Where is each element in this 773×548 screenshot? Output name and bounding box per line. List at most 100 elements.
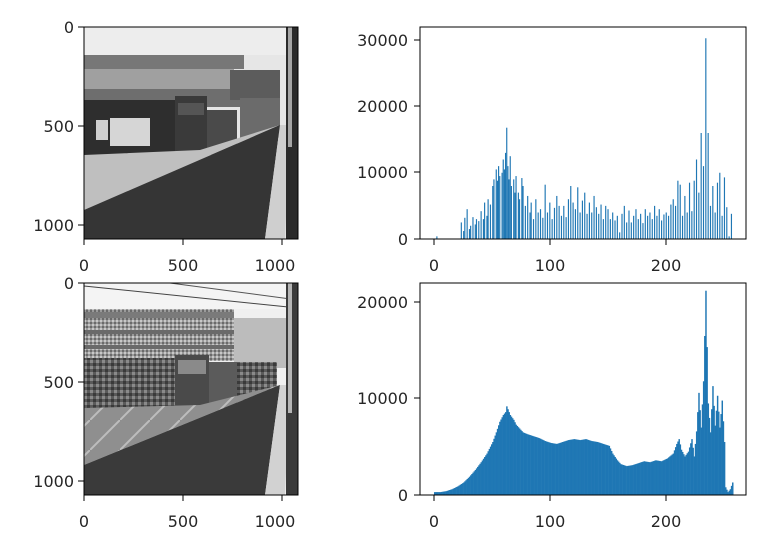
y-tick-label: 20000 [357, 97, 408, 116]
histogram-bar [627, 465, 629, 495]
histogram-bar [478, 221, 480, 239]
histogram-bar [728, 236, 730, 239]
histogram-bar [474, 224, 476, 239]
histogram-bar [711, 409, 713, 495]
histogram-bar [549, 442, 551, 495]
histogram-bar [543, 440, 545, 495]
histogram-bar [605, 444, 607, 495]
histogram-bar [436, 492, 438, 495]
histogram-bar [586, 439, 588, 495]
image-top-y-ticks: 0 500 1000 [33, 18, 84, 235]
histogram-bar [720, 414, 722, 495]
histogram-bar [524, 433, 527, 495]
histogram-bar [732, 482, 734, 495]
histogram-bar [644, 461, 647, 495]
histogram-bar [535, 199, 537, 239]
y-tick-label: 10000 [357, 163, 408, 182]
histogram-bar [502, 159, 504, 239]
histogram-bar [633, 464, 635, 495]
histogram-bar [580, 439, 583, 495]
histogram-bar [635, 463, 637, 495]
histogram-bar [544, 441, 547, 495]
histogram-bar [609, 219, 611, 240]
histogram-bar [624, 465, 627, 495]
histogram-bar [620, 464, 622, 495]
histogram-bar [661, 461, 663, 495]
histogram-bar [509, 415, 512, 495]
histogram-bar [705, 290, 707, 495]
histogram-bar [617, 461, 620, 495]
histogram-bar [630, 222, 632, 239]
histogram-bar [586, 213, 588, 239]
histogram-bar [584, 192, 586, 240]
histogram-bar [679, 184, 681, 239]
x-tick-label: 0 [429, 512, 439, 531]
histogram-bar [587, 439, 590, 495]
histogram-bar [550, 442, 552, 495]
histogram-bar [576, 439, 578, 495]
histogram-bar [454, 487, 457, 495]
histogram-bar [685, 454, 687, 495]
histogram-bar [719, 427, 721, 495]
histogram-bar [658, 460, 661, 495]
histogram-bar [515, 424, 517, 495]
histogram-bar [634, 464, 636, 495]
histogram-bar [507, 409, 509, 495]
histogram-bar [718, 411, 720, 495]
histogram-bar [466, 209, 468, 239]
histogram-bar [713, 405, 715, 495]
histogram-bar [459, 484, 462, 495]
histogram-bar [494, 435, 496, 495]
histogram-bar [433, 492, 436, 495]
histogram-bar [640, 213, 642, 239]
histogram-bar [657, 460, 659, 495]
histogram-bar [709, 432, 712, 495]
histogram-bar [463, 231, 465, 239]
histogram-bar [650, 461, 652, 495]
x-tick-label: 500 [168, 256, 199, 275]
histogram-bar [522, 432, 524, 495]
histogram-bar [592, 441, 594, 495]
histogram-bar [648, 462, 650, 495]
histogram-bar [520, 429, 522, 495]
histogram-bar [603, 444, 606, 495]
y-tick-label: 1000 [33, 216, 74, 235]
histogram-bar [495, 169, 497, 239]
histogram-bar [729, 489, 732, 495]
histogram-bar [495, 432, 498, 495]
histogram-bar [616, 460, 619, 495]
histogram-bar [537, 437, 540, 495]
histogram-bar [691, 439, 693, 495]
histogram-bar [686, 453, 689, 495]
histogram-bar [485, 455, 487, 495]
histogram-bar [715, 410, 718, 495]
histogram-bar [440, 491, 443, 495]
histogram-top-frame [419, 26, 747, 240]
histogram-bar [728, 490, 730, 495]
histogram-bar [619, 232, 621, 240]
image-top-x-ticks: 0 500 1000 [79, 239, 295, 275]
histogram-bar [688, 182, 691, 239]
histogram-bar [697, 412, 699, 495]
histogram-top-y-ticks: 0 10000 20000 30000 [357, 31, 420, 249]
histogram-bar [514, 192, 516, 240]
histogram-bar [467, 477, 470, 495]
histogram-bar [640, 462, 642, 495]
histogram-bar [610, 450, 613, 495]
histogram-bar [595, 207, 597, 239]
histogram-bar [655, 460, 657, 495]
histogram-bar [645, 461, 648, 495]
histogram-bar [709, 205, 712, 240]
histogram-bar [493, 179, 495, 240]
histogram-bar [619, 462, 621, 495]
histogram-bar [573, 439, 576, 495]
histogram-bar [652, 461, 655, 495]
histogram-bar [588, 202, 590, 239]
histogram-bar [564, 441, 566, 495]
histogram-bar [468, 476, 471, 495]
histogram-bar [666, 458, 669, 495]
histogram-bar [461, 483, 464, 495]
histogram-bar [546, 212, 549, 239]
histogram-bar [681, 215, 684, 239]
